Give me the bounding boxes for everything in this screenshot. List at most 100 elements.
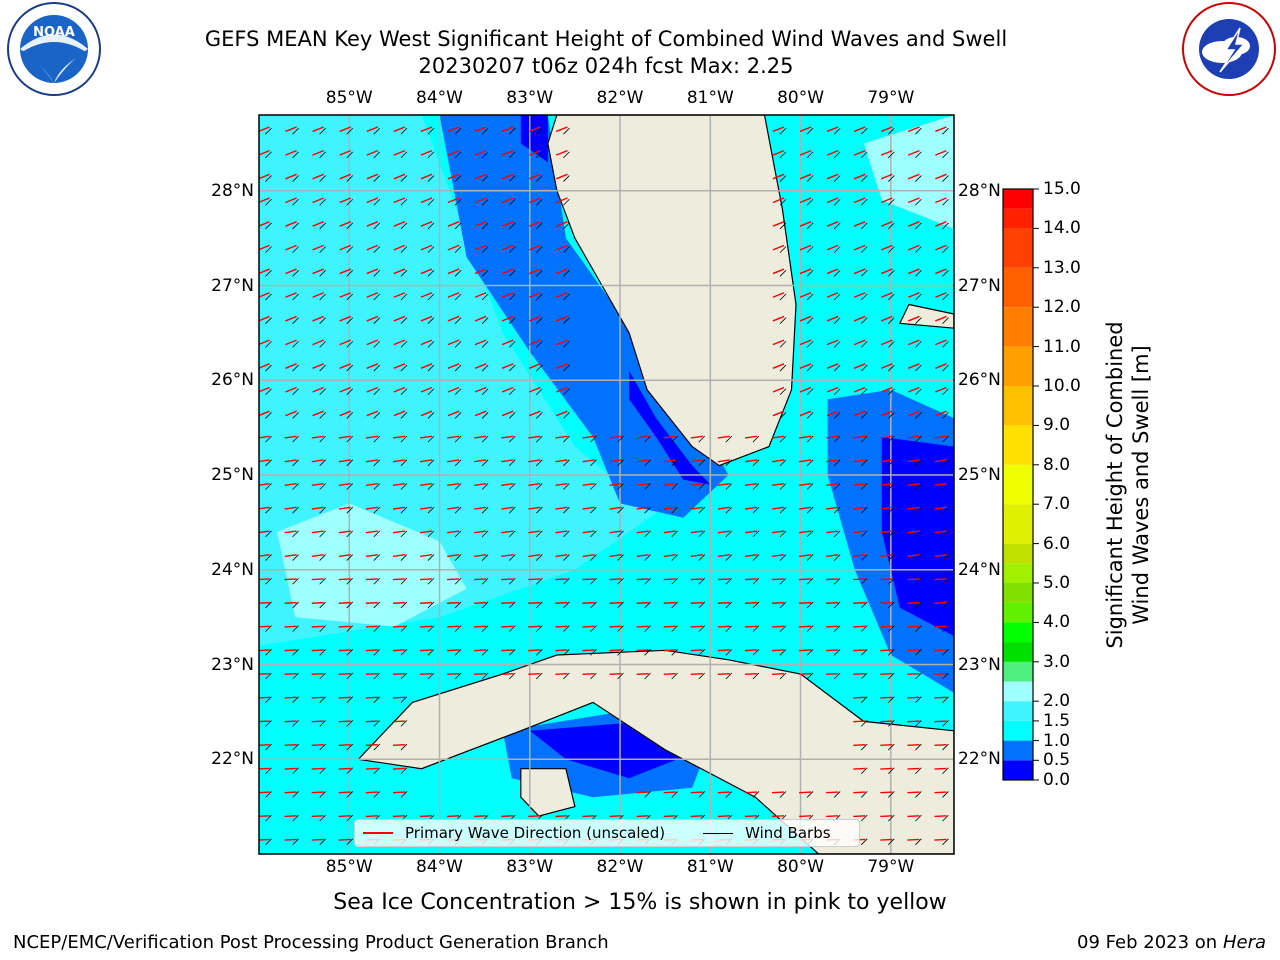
wave-arrow [284,696,297,699]
map-frame [258,114,955,855]
wave-arrow [447,244,460,251]
wave-arrow [392,482,406,487]
wave-arrow [312,173,324,180]
wave-arrow [420,197,433,204]
wind-barb [400,198,408,206]
wind-barb [915,791,922,798]
wave-arrow [907,530,920,534]
wind-barb [888,459,895,467]
wind-barb [373,672,381,680]
wave-arrow [339,292,352,298]
wind-barb [860,838,868,846]
wind-barb [779,601,787,609]
wind-barb [563,435,570,443]
wave-arrow [285,363,297,369]
wave-arrow [447,386,460,393]
wind-barb [942,791,949,798]
wave-arrow [555,150,568,156]
wave-arrow [447,315,460,322]
wind-barb [400,293,408,301]
wave-arrow [555,410,568,417]
wind-barb [536,270,543,277]
wave-arrow [880,410,893,417]
wave-arrow [555,221,568,227]
wind-barb [292,672,299,680]
lat-label-left: 25°N [211,465,254,486]
wind-barb [536,506,543,514]
wave-arrow [772,150,785,156]
wind-barb [400,791,408,798]
wind-barb [427,601,435,609]
wave-arrow [259,339,270,346]
wave-arrow [366,221,379,227]
colorbar-band [1003,760,1033,780]
wave-arrow [312,150,324,156]
wind-barb [563,601,570,609]
wind-barb [481,483,489,490]
noaa-logo-text: NOAA [33,25,75,40]
wave-arrow [555,530,568,534]
wind-barb [915,506,922,514]
wave-arrow [393,197,406,204]
wave-arrow [880,672,893,676]
wave-arrow [880,649,893,652]
wave-arrow [934,530,947,534]
wave-arrow [447,268,460,275]
wave-arrow [555,339,568,346]
wind-barb [454,341,462,348]
wind-barb [725,672,733,680]
wave-arrow [447,173,460,180]
wave-arrow [853,482,866,487]
colorbar-tick-label: 13.0 [1043,257,1081,278]
wind-barb [508,270,516,277]
wave-arrow [799,601,812,604]
wind-barb [806,364,814,372]
wave-arrow [799,578,812,581]
wave-arrow [636,578,649,581]
wind-barb [860,506,868,514]
wave-arrow [285,126,297,133]
wind-barb [265,577,272,585]
wave-arrow [717,791,730,794]
wave-arrow [880,696,893,699]
wave-arrow [365,530,378,534]
wave-arrow [636,506,649,510]
wind-barb [265,435,272,443]
wave-arrow [366,292,379,298]
wave-arrow [744,506,758,510]
wind-barb [590,435,597,443]
wind-barb [563,506,570,514]
wind-barb [292,767,299,775]
wind-barb [454,388,462,396]
wind-barb [508,506,516,514]
wave-arrow [744,815,757,818]
wave-arrow [826,578,839,581]
wind-barb [427,435,435,443]
wind-barb [508,222,516,230]
wind-barb [400,412,408,419]
wave-arrow [880,625,893,628]
wave-arrow [853,315,866,322]
wave-arrow [474,197,487,204]
wave-arrow [880,530,893,534]
wave-arrow [799,315,812,322]
wind-barb [779,388,787,396]
wind-barb [427,649,435,656]
wind-barb [563,222,570,230]
wind-barb [644,554,651,561]
wind-barb [454,127,462,135]
wave-arrow [853,649,866,652]
wind-barb [779,506,787,514]
wave-arrow [555,268,568,275]
wind-barb [454,435,462,443]
wave-arrow [392,791,405,794]
wind-barb [292,317,299,324]
wave-arrow [474,435,487,439]
wind-barb [833,483,841,490]
wind-barb [481,151,489,159]
wave-arrow [447,339,460,346]
wave-arrow [663,625,676,628]
wave-arrow [555,672,568,676]
wave-arrow [907,696,920,699]
wave-arrow [447,435,460,439]
